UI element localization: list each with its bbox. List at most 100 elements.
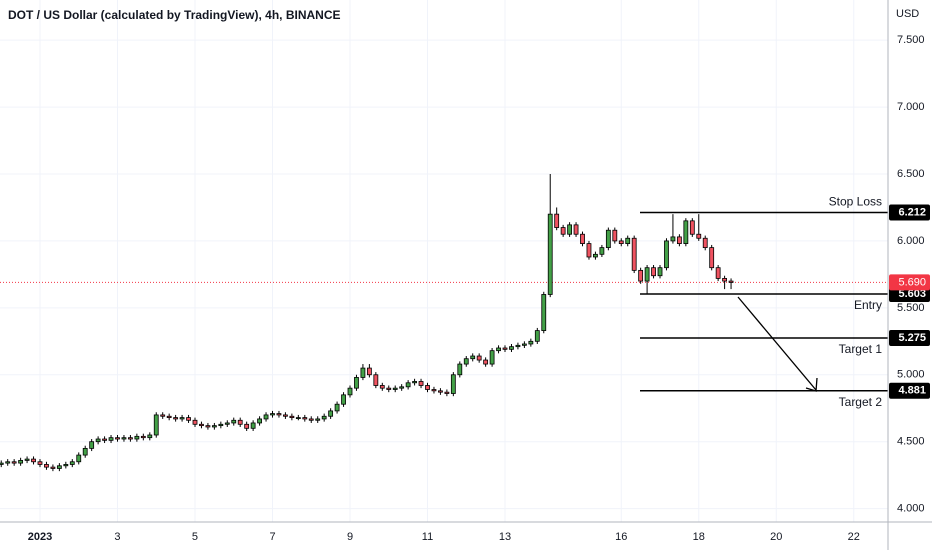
candle-body (379, 385, 385, 389)
candle-body (515, 344, 521, 348)
candle-body (283, 414, 288, 417)
y-tick-label: 6.500 (897, 168, 925, 180)
x-tick-label: 7 (269, 531, 275, 543)
candle-body (521, 343, 527, 346)
candle-body (95, 438, 101, 443)
candle-body (631, 237, 637, 271)
candle-body (328, 410, 334, 417)
x-tick-label: 2023 (28, 531, 52, 543)
candle-body (593, 253, 598, 258)
x-tick-label: 22 (848, 531, 860, 543)
y-tick-label: 6.000 (897, 235, 925, 247)
candle-body (489, 350, 495, 365)
candle-body (715, 267, 721, 279)
candle-body (586, 243, 592, 258)
candle-body (683, 220, 689, 245)
x-tick-label: 16 (615, 531, 627, 543)
candle-body (399, 386, 405, 389)
candle-body (263, 414, 269, 420)
level-tag (889, 382, 930, 399)
candle-body (334, 403, 340, 412)
last-price-tag (889, 274, 930, 291)
candle-body (405, 382, 411, 388)
candle-body (483, 359, 489, 365)
candle-body (173, 417, 179, 420)
last-price-label: 5.690 (898, 276, 926, 288)
candle-body (392, 387, 398, 390)
candle-body (0, 462, 4, 465)
candle-body (638, 269, 644, 282)
candle-body (541, 294, 547, 332)
candle-body (56, 465, 62, 469)
candle-body (605, 229, 611, 249)
candle-body (250, 422, 256, 429)
candle-body (134, 435, 140, 440)
candle-body (664, 240, 669, 269)
candle-body (457, 363, 463, 376)
candle-body (689, 220, 695, 235)
y-tick-label: 7.500 (897, 34, 925, 46)
candle-body (31, 458, 36, 463)
candle-body (5, 461, 11, 464)
candle-body (644, 267, 650, 282)
x-tick-label: 3 (114, 531, 120, 543)
candle-body (476, 355, 482, 361)
candle-body (709, 247, 715, 269)
candle-body (360, 367, 366, 378)
candle-body (670, 236, 676, 242)
chart-title: DOT / US Dollar (calculated by TradingVi… (8, 8, 341, 22)
price-tags: 6.212 5.603 5.275 4.881 5.690 (889, 204, 930, 399)
x-tick-label: 13 (499, 531, 511, 543)
candle-body (386, 387, 392, 390)
candle-body (147, 434, 153, 439)
candle-body (509, 346, 514, 350)
candle-body (657, 267, 663, 277)
level-name: Target 1 (839, 342, 883, 356)
level-tag-label: 5.275 (898, 332, 926, 344)
y-tick-label: 5.000 (897, 369, 925, 381)
candle-body (418, 381, 424, 386)
candle-body (412, 381, 417, 384)
level-tag (889, 329, 930, 346)
candle-body (69, 461, 75, 465)
grid (0, 0, 888, 522)
candle-body (44, 464, 49, 468)
candle-body (534, 330, 540, 342)
candle-body (554, 213, 560, 228)
candle-body (211, 425, 217, 428)
axis-unit: USD (896, 8, 919, 20)
candle-body (444, 391, 450, 394)
level-tag-label: 4.881 (898, 385, 926, 397)
candle-body (347, 387, 353, 396)
candle-body (89, 441, 95, 449)
plot-area: Stop Loss Entry Target 1 Target 2 (0, 174, 888, 472)
candle-body (121, 437, 127, 440)
candle-body (728, 280, 734, 283)
candle-body (108, 437, 114, 441)
candle-body (270, 413, 275, 416)
candle-body (295, 417, 301, 420)
candle-body (166, 415, 172, 418)
candle-body (431, 389, 437, 392)
candle-body (547, 213, 553, 295)
candle-body (24, 458, 30, 461)
candle-body (237, 419, 243, 425)
candle-body (366, 367, 372, 376)
candle-body (625, 237, 631, 245)
candle-body (128, 437, 133, 440)
candle-body (140, 435, 146, 439)
candle-body (341, 394, 346, 405)
level-name: Target 2 (839, 395, 883, 409)
candle-body (18, 460, 24, 464)
level-tag-label: 5.603 (898, 288, 926, 300)
candle-body (696, 233, 702, 239)
x-tick-label: 18 (693, 531, 705, 543)
candle-body (257, 418, 262, 424)
candle-body (618, 240, 624, 245)
x-tick-label: 20 (770, 531, 782, 543)
candle-body (315, 418, 321, 421)
candle-body (722, 277, 728, 282)
candle-body (580, 233, 585, 245)
